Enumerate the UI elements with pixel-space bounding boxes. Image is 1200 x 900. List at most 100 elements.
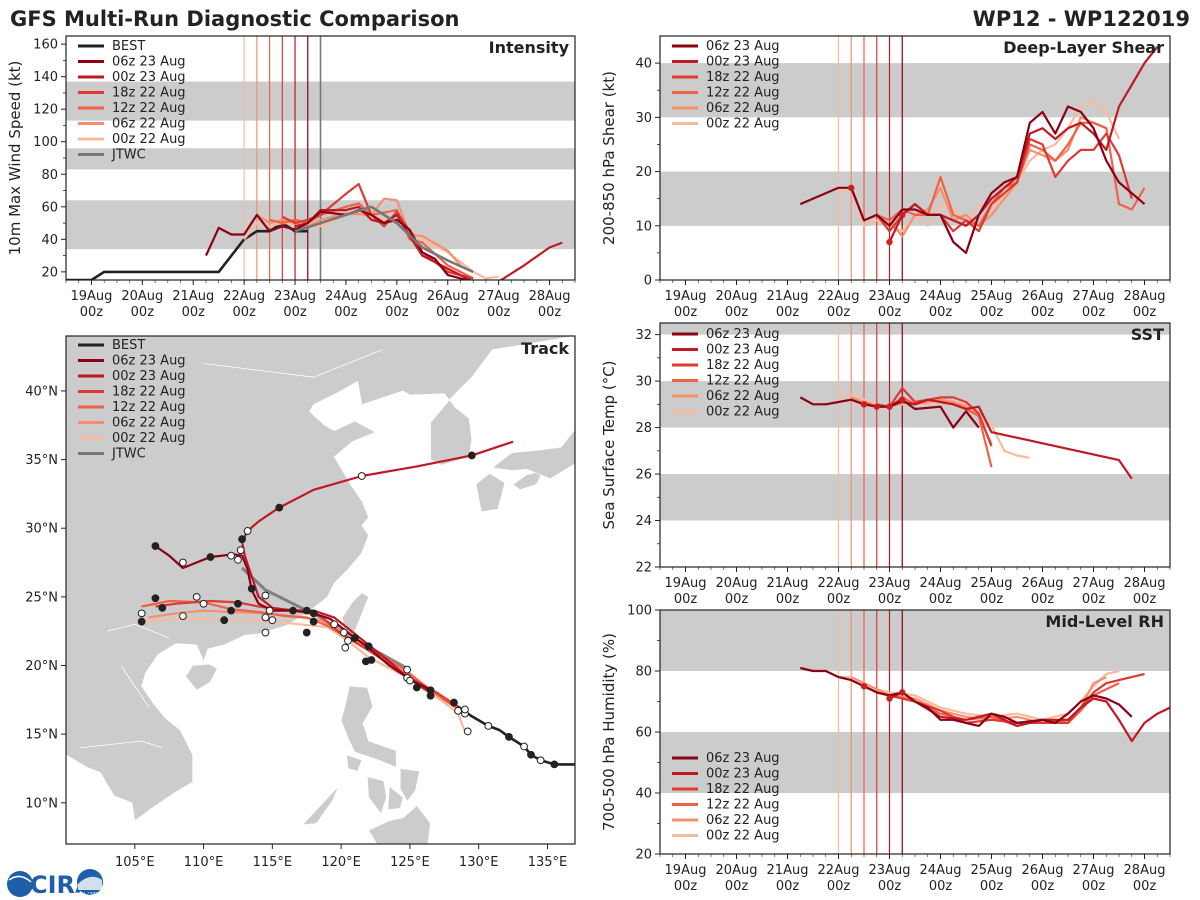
japan-shikoku xyxy=(512,470,544,491)
x-tick-label: 00z xyxy=(929,879,953,894)
y-tick-label: 100 xyxy=(33,135,58,150)
track-position-dot xyxy=(406,676,414,685)
map-group xyxy=(66,336,575,844)
track-position-dot xyxy=(227,606,235,615)
legend-label: 00z 23 Aug xyxy=(706,767,780,782)
legend-label: 00z 22 Aug xyxy=(706,405,780,420)
x-tick-label: 26Aug xyxy=(1022,289,1064,304)
track-line-06z-23-aug xyxy=(154,545,432,692)
x-tick-label: 22Aug xyxy=(818,576,860,591)
x-tick-label: 00z xyxy=(1082,879,1106,894)
x-tick-label: 00z xyxy=(538,305,562,320)
legend-label: 12z 22 Aug xyxy=(706,798,780,813)
x-tick-label: 20Aug xyxy=(716,289,758,304)
track-position-dot xyxy=(309,609,318,618)
y-axis-label: Sea Surface Temp (°C) xyxy=(600,360,618,529)
legend-label: JTWC xyxy=(111,447,146,462)
track-position-dot xyxy=(247,584,256,593)
x-tick-label: 00z xyxy=(674,305,698,320)
series-group xyxy=(800,666,1170,743)
x-tick-label: 00z xyxy=(776,592,800,607)
legend-label: 12z 22 Aug xyxy=(706,86,780,101)
panel-title: Intensity xyxy=(489,38,570,57)
y-tick-label: 0 xyxy=(644,274,652,289)
y-tick-label: 32 xyxy=(635,328,652,343)
shade-band-1 xyxy=(660,63,1170,118)
y-tick-label: 30 xyxy=(635,111,652,126)
y-tick-label: 160 xyxy=(33,38,58,53)
x-tick-label: 00z xyxy=(1133,879,1157,894)
y-tick-label: 30°N xyxy=(25,522,58,537)
init-marker xyxy=(899,211,906,219)
legend-label: 00z 22 Aug xyxy=(112,431,186,446)
x-tick-label: 28Aug xyxy=(1124,576,1166,591)
legend-label: 06z 22 Aug xyxy=(706,813,780,828)
x-tick-label: 22Aug xyxy=(818,289,860,304)
panel-title: Deep-Layer Shear xyxy=(1003,38,1164,57)
y-tick-label: 20 xyxy=(635,165,652,180)
init-marker xyxy=(860,401,868,408)
legend-label: 12z 22 Aug xyxy=(112,400,186,415)
logo-subtext: CSU / NOAA xyxy=(75,892,105,898)
japan-kyushu xyxy=(475,472,506,513)
x-tick-label: 00z xyxy=(776,305,800,320)
mindoro-island xyxy=(346,754,363,772)
y-tick-label: 28 xyxy=(635,421,652,436)
series-line-06z-23-aug xyxy=(800,666,1133,727)
track-position-dot xyxy=(344,636,352,645)
axes-frame xyxy=(65,335,576,845)
legend-label: 06z 22 Aug xyxy=(706,389,780,404)
track-position-dot xyxy=(450,698,458,707)
x-tick-label: 26Aug xyxy=(427,289,469,304)
x-tick-label: 20Aug xyxy=(121,289,163,304)
x-tick-label: 00z xyxy=(1082,305,1106,320)
legend-label: 00z 23 Aug xyxy=(706,55,780,70)
x-tick-label: 135°E xyxy=(528,855,568,870)
x-tick-label: 20Aug xyxy=(716,863,758,878)
init-marker xyxy=(848,184,855,192)
y-tick-label: 80 xyxy=(41,168,58,183)
y-tick-label: 60 xyxy=(635,726,652,741)
y-tick-label: 35°N xyxy=(25,453,58,468)
track-position-dot xyxy=(199,599,208,608)
x-tick-label: 21Aug xyxy=(767,576,809,591)
legend-label: 18z 22 Aug xyxy=(706,70,780,85)
hainan-island xyxy=(185,663,218,691)
init-marker xyxy=(899,689,906,696)
x-tick-label: 22Aug xyxy=(818,863,860,878)
x-tick-label: 23Aug xyxy=(869,576,911,591)
track-line-00z-22-aug xyxy=(134,617,466,732)
japan-honshu xyxy=(491,428,575,480)
x-tick-label: 00z xyxy=(929,592,953,607)
y-tick-label: 120 xyxy=(33,103,58,118)
track-position-dot xyxy=(137,609,146,618)
legend-label: 00z 23 Aug xyxy=(112,70,186,85)
x-tick-label: 19Aug xyxy=(665,576,707,591)
y-tick-label: 40°N xyxy=(25,384,58,399)
series-line-06z-22-aug xyxy=(256,197,462,267)
sst-panel: 22242628303219Aug00z20Aug00z21Aug00z22Au… xyxy=(600,322,1171,607)
y-tick-label: 30 xyxy=(635,375,652,390)
x-tick-label: 00z xyxy=(980,592,1004,607)
x-tick-label: 130°E xyxy=(459,855,499,870)
x-tick-label: 23Aug xyxy=(274,289,316,304)
y-tick-label: 40 xyxy=(635,787,652,802)
series-line-12z-22-aug xyxy=(269,202,474,280)
x-tick-label: 25Aug xyxy=(971,576,1013,591)
init-marker xyxy=(886,695,893,702)
legend-label: 00z 23 Aug xyxy=(112,369,186,384)
x-tick-label: 00z xyxy=(980,305,1004,320)
y-tick-label: 40 xyxy=(41,233,58,248)
y-tick-label: 10°N xyxy=(25,796,58,811)
x-tick-label: 25Aug xyxy=(971,289,1013,304)
track-position-dot xyxy=(536,756,545,765)
x-tick-label: 22Aug xyxy=(223,289,265,304)
track-position-dot xyxy=(158,603,167,612)
series-line-best xyxy=(66,221,308,280)
legend-label: 18z 22 Aug xyxy=(706,782,780,797)
x-tick-label: 00z xyxy=(232,305,256,320)
track-position-dot xyxy=(520,742,528,751)
init-marker xyxy=(899,396,906,403)
init-marker xyxy=(860,683,868,690)
